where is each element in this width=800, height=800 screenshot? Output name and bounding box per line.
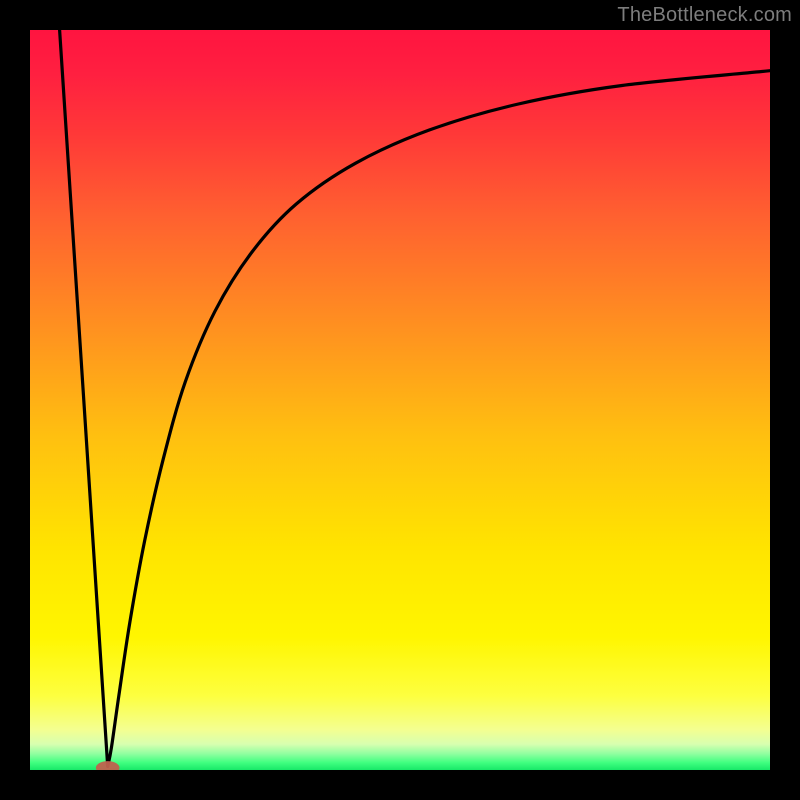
- root: { "watermark": { "text": "TheBottleneck.…: [0, 0, 800, 800]
- chart-svg: [0, 0, 800, 800]
- watermark-text: TheBottleneck.com: [617, 4, 792, 27]
- minimum-marker: [96, 761, 120, 774]
